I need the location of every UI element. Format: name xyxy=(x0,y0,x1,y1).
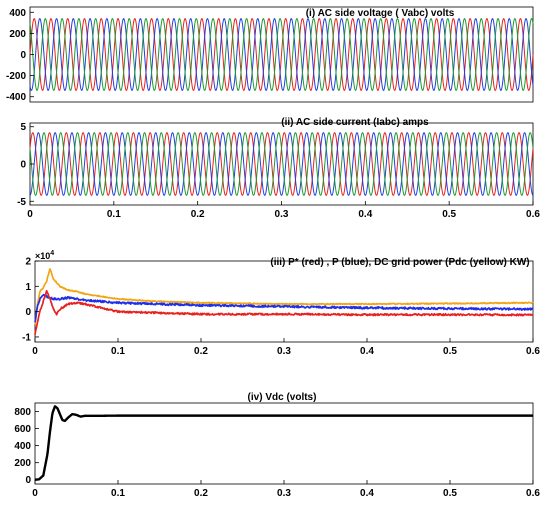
y-tick-label: 200 xyxy=(9,29,26,40)
x-tick-label: 0 xyxy=(32,346,38,357)
x-tick-label: 0.4 xyxy=(360,346,374,357)
x-tick-label: 0.3 xyxy=(277,346,291,357)
subplot-ac-voltage: -400 -200 0 200 400 (i) AC side voltage ( Va… xyxy=(6,6,534,103)
x-tick-label: 0.4 xyxy=(358,209,372,220)
y-tick-label: -400 xyxy=(6,92,26,103)
y-tick-label: 400 xyxy=(14,441,31,452)
series-line xyxy=(34,405,534,481)
y-tick-label: 400 xyxy=(9,8,26,19)
x-tick-label: 0.6 xyxy=(526,488,540,499)
x-tick-label: 0.1 xyxy=(107,209,121,220)
x-tick-label: 0.5 xyxy=(443,346,457,357)
subplot-vdc: 0 200 400 600 800 0 0.1 0.2 0.3 0.4 0.5 0.6 (iv) Vd… xyxy=(14,392,540,499)
y-tick-label: 200 xyxy=(14,458,31,469)
x-tick-label: 0 xyxy=(32,488,38,499)
x-tick-label: 0.6 xyxy=(526,209,540,220)
x-tick-label: 0.3 xyxy=(275,209,289,220)
series-line xyxy=(29,18,534,91)
series-line xyxy=(29,132,534,196)
series-line xyxy=(29,18,534,91)
y-exponent-label: ×104 xyxy=(35,250,54,261)
x-tick-label: 0.1 xyxy=(111,488,125,499)
y-tick-label: -200 xyxy=(6,71,26,82)
y-tick-label: 0 xyxy=(25,307,31,318)
y-tick-label: 0 xyxy=(25,475,31,486)
x-tick-label: 0.5 xyxy=(442,209,456,220)
x-tick-label: 0.5 xyxy=(443,488,457,499)
y-tick-label: 800 xyxy=(14,407,31,418)
chart-title: (iii) P* (red) , P (blue), DC grid power… xyxy=(270,257,529,268)
x-tick-label: 0.6 xyxy=(526,346,540,357)
chart-title: (iv) Vdc (volts) xyxy=(248,392,317,403)
series-line xyxy=(34,268,534,325)
x-tick-label: 0 xyxy=(27,209,33,220)
series-line xyxy=(34,293,534,323)
x-tick-label: 0.2 xyxy=(194,488,208,499)
x-tick-label: 0.2 xyxy=(191,209,205,220)
series-line xyxy=(29,132,534,196)
y-tick-label: 5 xyxy=(20,122,26,133)
y-tick-label: 2 xyxy=(25,257,31,268)
series-line xyxy=(29,18,534,91)
chart-title: (i) AC side voltage ( Vabc) volts xyxy=(306,8,455,19)
y-tick-label: 0 xyxy=(20,160,26,171)
chart-title: (ii) AC side current (Iabc) amps xyxy=(281,117,429,128)
x-tick-label: 0.2 xyxy=(194,346,208,357)
y-tick-label: 600 xyxy=(14,424,31,435)
x-tick-label: 0.4 xyxy=(360,488,374,499)
y-tick-label: -1 xyxy=(22,332,31,343)
series-line xyxy=(34,289,534,335)
y-tick-label: 0 xyxy=(20,50,26,61)
x-tick-label: 0.3 xyxy=(277,488,291,499)
y-tick-label: -5 xyxy=(17,197,26,208)
x-tick-label: 0.1 xyxy=(111,346,125,357)
plot-area xyxy=(29,122,534,206)
y-tick-label: 1 xyxy=(25,282,31,293)
